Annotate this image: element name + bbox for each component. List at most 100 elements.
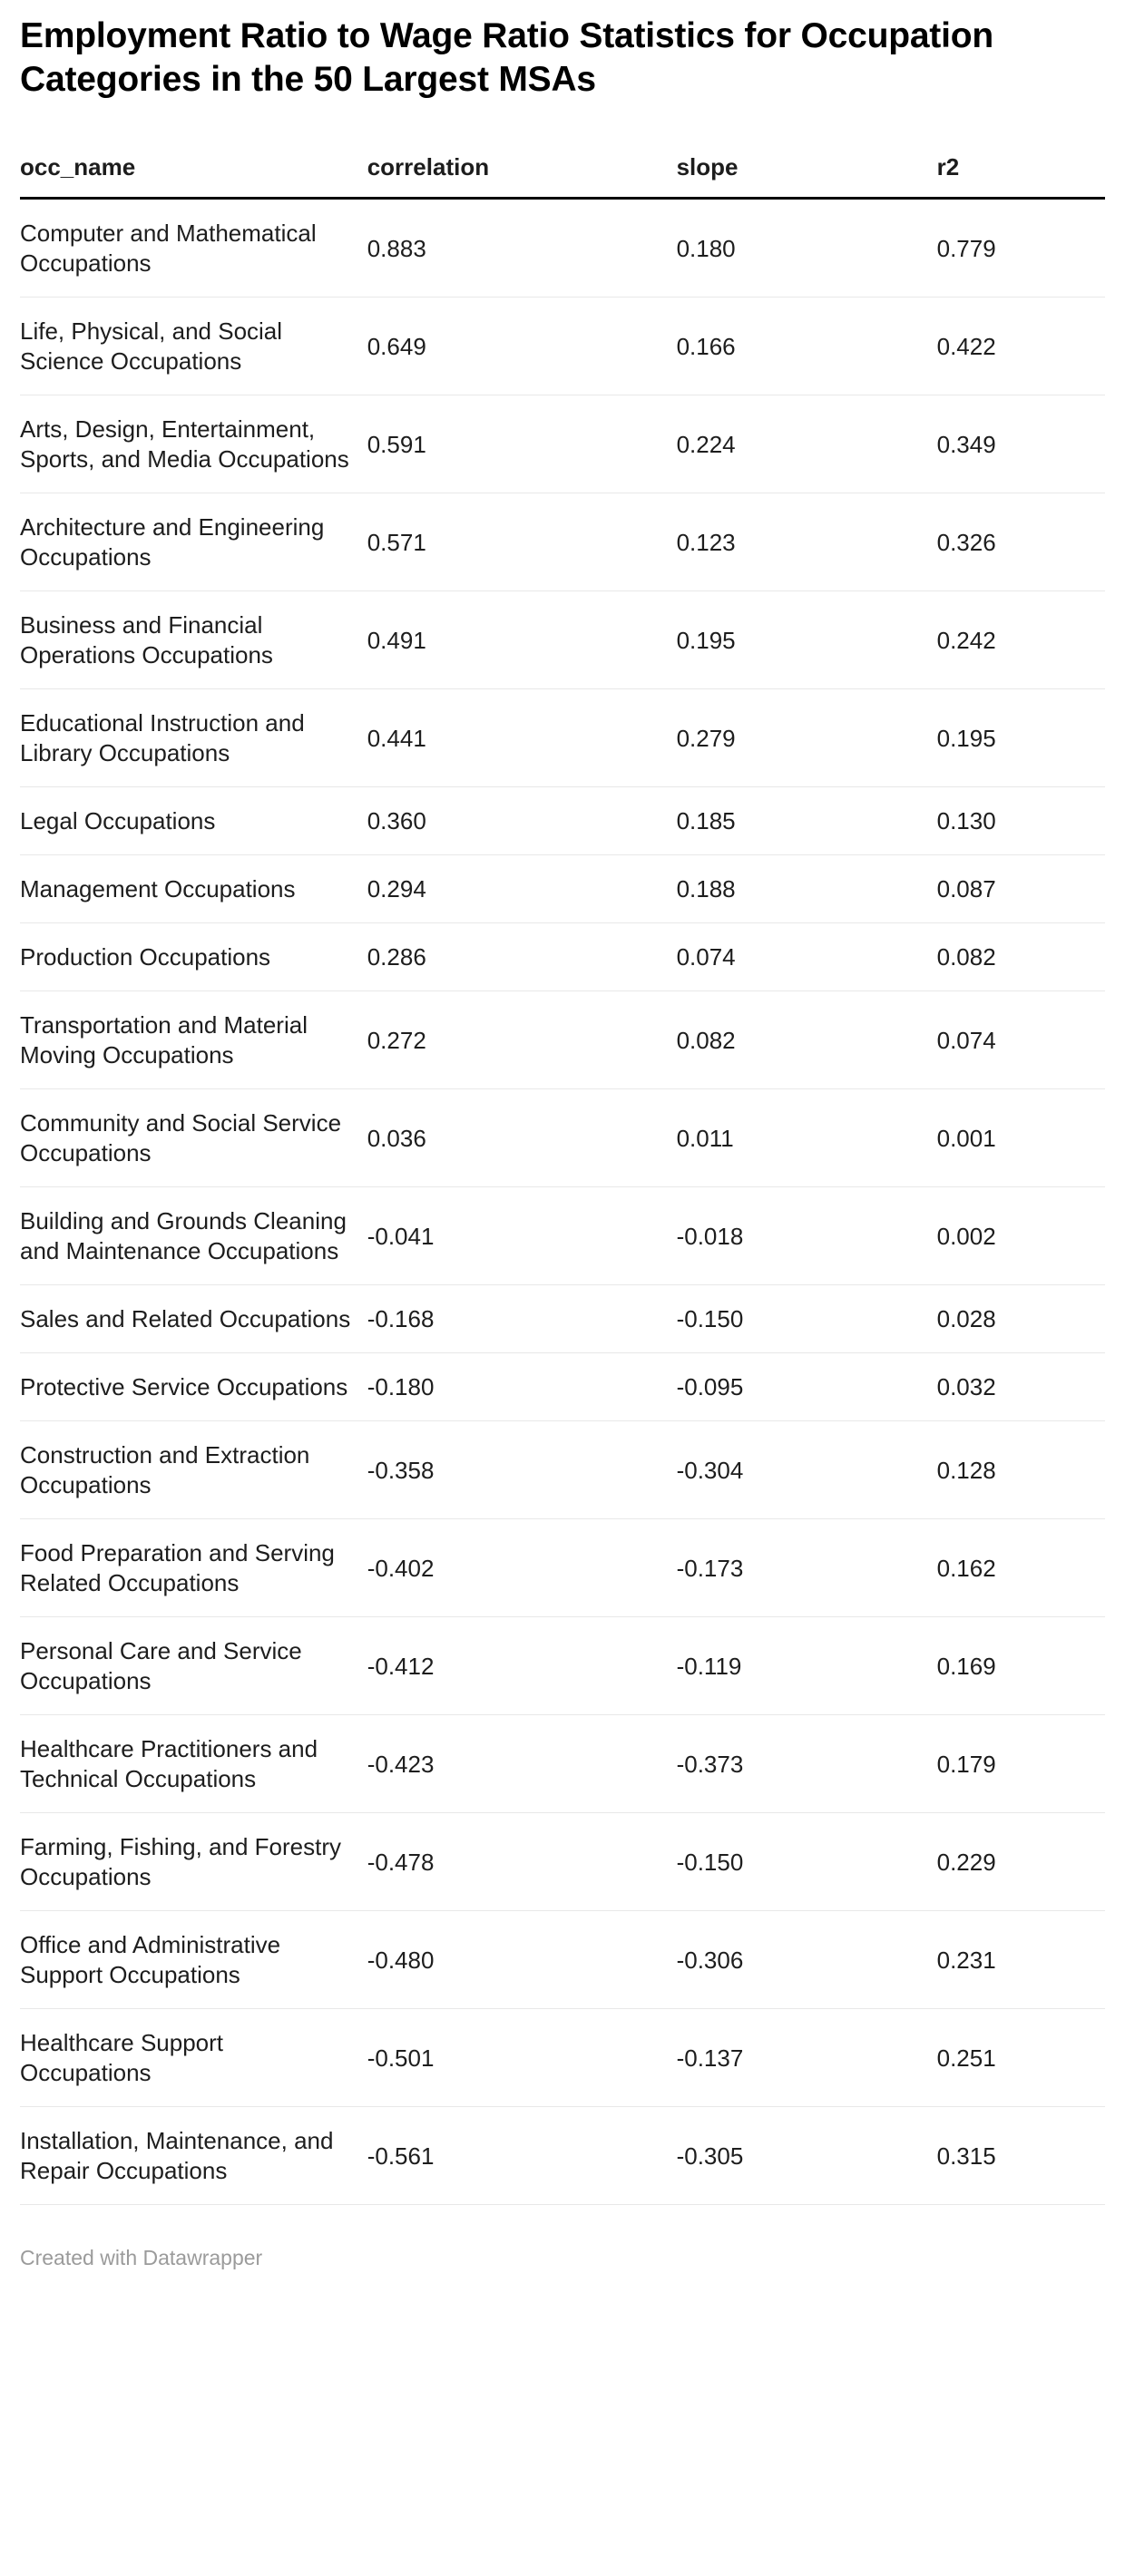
cell-correlation: -0.168 (367, 1284, 677, 1353)
table-row: Educational Instruction and Library Occu… (20, 688, 1105, 787)
cell-occ-name: Transportation and Material Moving Occup… (20, 990, 367, 1089)
cell-slope: -0.150 (676, 1284, 937, 1353)
table-row: Construction and Extraction Occupations -… (20, 1420, 1105, 1519)
cell-occ-name: Architecture and Engineering Occupations (20, 493, 367, 591)
table-row: Personal Care and Service Occupations -0.… (20, 1616, 1105, 1715)
cell-r2: 0.002 (936, 1186, 1105, 1285)
cell-r2: 0.001 (936, 1088, 1105, 1187)
cell-correlation: -0.412 (367, 1616, 677, 1715)
cell-correlation: 0.649 (367, 297, 677, 395)
cell-r2: 0.422 (936, 297, 1105, 395)
cell-correlation: -0.041 (367, 1186, 677, 1285)
cell-correlation: -0.501 (367, 2008, 677, 2107)
cell-slope: 0.180 (676, 234, 736, 262)
cell-occ-name: Production Occupations (20, 922, 367, 991)
cell-occ-name: Management Occupations (20, 854, 367, 923)
chart-title: Employment Ratio to Wage Ratio Statistic… (20, 16, 993, 99)
table-row: Computer and Mathematical Occupations 0.8… (20, 199, 1105, 298)
cell-r2: 0.028 (936, 1284, 1105, 1353)
column-header-slope: slope (676, 152, 937, 200)
cell-slope: 0.123 (676, 493, 937, 591)
table-row: Management Occupations 0.294 0.188 0.087 (20, 854, 1105, 923)
cell-correlation: 0.294 (367, 854, 677, 923)
table-row: Healthcare Practitioners and Technical O… (20, 1714, 1105, 1813)
column-header-r2: r2 (936, 152, 1105, 200)
cell-occ-name: Personal Care and Service Occupations (20, 1616, 367, 1715)
cell-correlation: -0.358 (367, 1420, 677, 1519)
table-row: Food Preparation and Serving Related Occ… (20, 1518, 1105, 1617)
cell-occ-name: Food Preparation and Serving Related Occ… (20, 1518, 367, 1617)
cell-occ-name: Protective Service Occupations (20, 1352, 367, 1421)
cell-r2: 0.130 (936, 786, 1105, 855)
cell-occ-name: Installation, Maintenance, and Repair Oc… (20, 2106, 367, 2205)
cell-r2: 0.195 (936, 688, 1105, 787)
table-body: Computer and Mathematical Occupations 0.8… (20, 199, 1105, 2205)
cell-r2: 0.128 (936, 1420, 1105, 1519)
table-row: Transportation and Material Moving Occup… (20, 990, 1105, 1089)
cell-correlation: 0.272 (367, 990, 677, 1089)
cell-r2: 0.349 (936, 395, 1105, 493)
cell-slope: 0.082 (676, 990, 937, 1089)
cell-occ-name: Office and Administrative Support Occupa… (20, 1910, 367, 2009)
table-row: Office and Administrative Support Occupa… (20, 1910, 1105, 2009)
cell-correlation: 0.441 (367, 688, 677, 787)
column-header-occ-name: occ_name (20, 152, 367, 200)
table-row: Arts, Design, Entertainment, Sports, and… (20, 395, 1105, 493)
chart-container: Employment Ratio to Wage Ratio Statistic… (20, 16, 1105, 2269)
cell-occ-name: Healthcare Practitioners and Technical O… (20, 1714, 367, 1813)
cell-slope: 0.188 (676, 854, 937, 923)
cell-slope: 0.166 (676, 297, 937, 395)
header-row: occ_name correlation slope r2 (20, 152, 1105, 200)
cell-correlation: 0.883 (367, 234, 426, 262)
cell-r2: 0.326 (936, 493, 1105, 591)
table-row: Life, Physical, and Social Science Occup… (20, 297, 1105, 395)
cell-r2: 0.169 (936, 1616, 1105, 1715)
cell-correlation: -0.423 (367, 1714, 677, 1813)
table-row: Business and Financial Operations Occupa… (20, 590, 1105, 689)
cell-correlation: 0.360 (367, 786, 677, 855)
cell-slope: 0.279 (676, 688, 937, 787)
cell-occ-name: Construction and Extraction Occupations (20, 1420, 367, 1519)
table-row: Healthcare Support Occupations -0.501 -0.1… (20, 2008, 1105, 2107)
table-row: Architecture and Engineering Occupations… (20, 493, 1105, 591)
cell-r2: 0.032 (936, 1352, 1105, 1421)
cell-slope: -0.306 (676, 1910, 937, 2009)
cell-occ-name: Building and Grounds Cleaning and Mainte… (20, 1186, 367, 1285)
cell-slope: -0.173 (676, 1518, 937, 1617)
cell-slope: -0.095 (676, 1352, 937, 1421)
cell-slope: 0.011 (676, 1088, 937, 1187)
cell-r2: 0.074 (936, 990, 1105, 1089)
cell-correlation: -0.180 (367, 1352, 677, 1421)
cell-r2: 0.251 (936, 2008, 1105, 2107)
cell-r2: 0.162 (936, 1518, 1105, 1617)
cell-slope: -0.018 (676, 1186, 937, 1285)
cell-r2: 0.229 (936, 1812, 1105, 1911)
cell-correlation: -0.561 (367, 2106, 677, 2205)
table-row: Installation, Maintenance, and Repair Oc… (20, 2106, 1105, 2205)
table-row: Building and Grounds Cleaning and Mainte… (20, 1186, 1105, 1285)
cell-occ-name: Healthcare Support Occupations (20, 2008, 367, 2107)
cell-occ-name: Life, Physical, and Social Science Occup… (20, 297, 367, 395)
cell-occ-name: Farming, Fishing, and Forestry Occupatio… (20, 1812, 367, 1911)
datawrapper-attribution-link[interactable]: Created with Datawrapper (20, 2246, 263, 2269)
cell-slope: 0.224 (676, 395, 937, 493)
table-row: Sales and Related Occupations -0.168 -0.15… (20, 1284, 1105, 1353)
cell-correlation: -0.478 (367, 1812, 677, 1911)
cell-correlation: 0.491 (367, 590, 677, 689)
cell-correlation: 0.036 (367, 1088, 677, 1187)
cell-slope: -0.119 (676, 1616, 937, 1715)
cell-r2: 0.242 (936, 590, 1105, 689)
table-row: Protective Service Occupations -0.180 -0.0… (20, 1352, 1105, 1421)
table-row: Legal Occupations 0.360 0.185 0.130 (20, 786, 1105, 855)
stats-table: occ_name correlation slope r2 Computer a… (20, 152, 1105, 2205)
cell-r2: 0.315 (936, 2106, 1105, 2205)
cell-occ-name: Computer and Mathematical Occupations (20, 220, 317, 277)
cell-r2: 0.179 (936, 1714, 1105, 1813)
cell-correlation: 0.571 (367, 493, 677, 591)
table-header: occ_name correlation slope r2 (20, 152, 1105, 200)
cell-occ-name: Educational Instruction and Library Occu… (20, 688, 367, 787)
cell-r2: 0.087 (936, 854, 1105, 923)
cell-r2: 0.779 (936, 234, 996, 262)
cell-slope: -0.304 (676, 1420, 937, 1519)
table-row: Production Occupations 0.286 0.074 0.082 (20, 922, 1105, 991)
